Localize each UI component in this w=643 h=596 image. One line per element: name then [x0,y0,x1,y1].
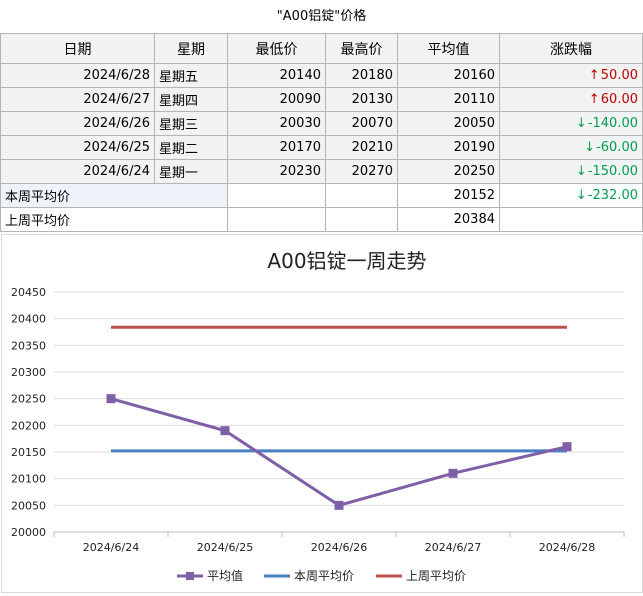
cell-date[interactable]: 2024/6/27 [0,87,155,112]
arrow-down-icon: ↓ [575,164,587,179]
arrow-up-icon: ↑ [588,92,600,107]
change-value: -150.00 [587,164,638,179]
cell-high[interactable]: 20180 [325,63,398,88]
summary-label[interactable]: 上周平均价 [0,207,228,232]
legend-label: 上周平均价 [406,569,466,583]
header-low[interactable]: 最低价 [227,33,326,64]
cell-avg[interactable]: 20050 [397,111,500,136]
cell-weekday[interactable]: 星期三 [154,111,228,136]
data-point [448,468,458,478]
header-avg[interactable]: 平均值 [397,33,500,64]
table-row: 2024/6/28 星期五 20140 20180 20160 ↑50.00 [0,63,643,88]
x-tick-label: 2024/6/28 [539,541,595,554]
cell-weekday[interactable]: 星期二 [154,135,228,160]
header-weekday[interactable]: 星期 [154,33,228,64]
cell-low[interactable]: 20090 [227,87,326,112]
cell-high[interactable]: 20130 [325,87,398,112]
cell-date[interactable]: 2024/6/28 [0,63,155,88]
cell-low[interactable]: 20230 [227,159,326,184]
y-tick-label: 20350 [11,339,46,352]
table-row: 2024/6/27 星期四 20090 20130 20110 ↑60.00 [0,87,643,112]
cell-low[interactable]: 20030 [227,111,326,136]
y-tick-label: 20450 [11,286,46,299]
cell-change[interactable]: ↓-150.00 [499,159,643,184]
cell-low[interactable]: 20170 [227,135,326,160]
arrow-down-icon: ↓ [575,188,587,203]
table-cell[interactable] [499,207,643,232]
cell-low[interactable]: 20140 [227,63,326,88]
arrow-up-icon: ↑ [588,68,600,83]
legend-label: 本周平均价 [294,569,354,583]
arrow-down-icon: ↓ [575,116,587,131]
table-row: 2024/6/26 星期三 20030 20070 20050 ↓-140.00 [0,111,643,136]
summary-label[interactable]: 本周平均价 [0,183,228,208]
cell-avg[interactable]: 20190 [397,135,500,160]
cell-avg[interactable]: 20160 [397,63,500,88]
cell-change[interactable]: ↓-60.00 [499,135,643,160]
chart-title: A00铝锭一周走势 [267,249,426,273]
x-tick-label: 2024/6/24 [83,541,139,554]
change-value: -60.00 [596,140,638,155]
table-cell[interactable] [325,207,398,232]
cell-high[interactable]: 20210 [325,135,398,160]
cell-change[interactable]: ↑60.00 [499,87,643,112]
legend-marker [186,572,194,580]
cell-date[interactable]: 2024/6/25 [0,135,155,160]
cell-avg[interactable]: 20110 [397,87,500,112]
cell-avg[interactable]: 20250 [397,159,500,184]
summary-value[interactable]: 20152 [397,183,500,208]
summary-row-this-week: 本周平均价 20152 ↓-232.00 [0,183,643,208]
line-chart: A00铝锭一周走势 20000 20050 20100 20150 20200 20250 2… [11,249,625,583]
y-tick-label: 20150 [11,446,46,459]
data-point [334,500,344,510]
table-row: 2024/6/25 星期二 20170 20210 20190 ↓-60.00 [0,135,643,160]
cell-weekday[interactable]: 星期一 [154,159,228,184]
table-row: 2024/6/24 星期一 20230 20270 20250 ↓-150.00 [0,159,643,184]
change-value: -140.00 [587,116,638,131]
x-tick-label: 2024/6/26 [311,541,367,554]
data-point [220,426,230,436]
cell-weekday[interactable]: 星期四 [154,87,228,112]
change-value: 50.00 [600,68,638,83]
data-point [562,442,572,452]
summary-change[interactable]: ↓-232.00 [499,183,643,208]
arrow-down-icon: ↓ [584,140,595,155]
table-cell[interactable] [227,183,326,208]
cell-date[interactable]: 2024/6/26 [0,111,155,136]
data-point [106,394,116,404]
summary-row-last-week: 上周平均价 20384 [0,207,643,232]
cell-high[interactable]: 20270 [325,159,398,184]
y-tick-label: 20100 [11,473,46,486]
header-date[interactable]: 日期 [0,33,155,64]
y-tick-label: 20200 [11,419,46,432]
cell-weekday[interactable]: 星期五 [154,63,228,88]
x-tick-label: 2024/6/27 [425,541,481,554]
y-tick-label: 20300 [11,366,46,379]
sheet-title: "A00铝锭"价格 [276,9,367,24]
table-cell[interactable] [325,183,398,208]
change-value: 60.00 [600,92,638,107]
header-row: 日期 星期 最低价 最高价 平均值 涨跌幅 [0,33,643,64]
cell-change[interactable]: ↓-140.00 [499,111,643,136]
table-cell[interactable] [227,207,326,232]
y-tick-label: 20250 [11,393,46,406]
change-value: -232.00 [587,188,638,203]
chart-area[interactable]: A00铝锭一周走势 20000 20050 20100 20150 20200 20250 2… [1,234,643,593]
price-table: 日期 星期 最低价 最高价 平均值 涨跌幅 2024/6/28 星期五 20140 2… [0,33,643,232]
x-tick-label: 2024/6/25 [197,541,253,554]
y-tick-label: 20000 [11,526,46,539]
cell-high[interactable]: 20070 [325,111,398,136]
header-high[interactable]: 最高价 [325,33,398,64]
cell-change[interactable]: ↑50.00 [499,63,643,88]
y-tick-label: 20400 [11,313,46,326]
header-change[interactable]: 涨跌幅 [499,33,643,64]
y-tick-label: 20050 [11,499,46,512]
cell-date[interactable]: 2024/6/24 [0,159,155,184]
legend-label: 平均值 [207,568,243,583]
summary-value[interactable]: 20384 [397,207,500,232]
